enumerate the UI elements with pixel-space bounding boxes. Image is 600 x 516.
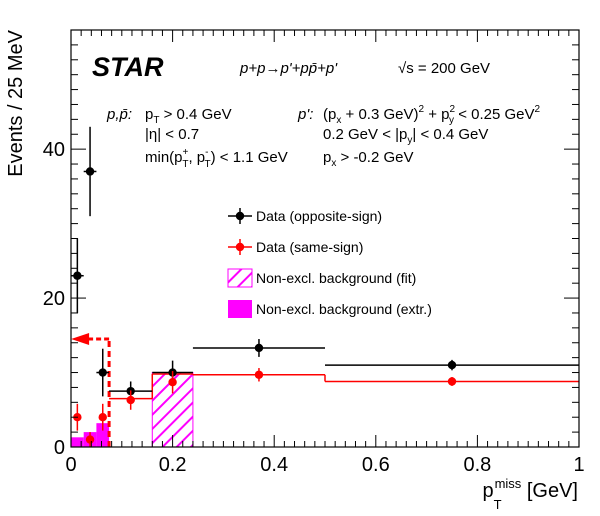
y-axis-title: Events / 25 MeV (5, 29, 27, 176)
legend-label: Data (same-sign) (256, 239, 363, 255)
cuts-right-label: p': (297, 106, 313, 123)
x-tick-label: 0.4 (260, 454, 288, 476)
legend-label: Data (opposite-sign) (256, 208, 382, 224)
data-point (168, 378, 177, 387)
x-tick-label: 0 (65, 454, 76, 476)
y-tick-label: 40 (43, 139, 65, 161)
data-point (98, 368, 107, 377)
x-tick-label: 0.8 (463, 454, 491, 476)
legend: Data (opposite-sign) Data (same-sign) Non-… (227, 208, 432, 318)
cut-left-3: min(p+ T, p-T) < 1.1 GeV (145, 147, 288, 170)
energy-label: √s = 200 GeV (398, 60, 490, 77)
legend-marker-dot (235, 242, 245, 252)
data-point (447, 377, 457, 386)
legend-label: Non-excl. background (fit) (256, 270, 416, 286)
histogram-layer (71, 333, 579, 448)
cut-right-2: 0.2 GeV < |py| < 0.4 GeV (323, 126, 488, 146)
legend-marker-dot (235, 211, 245, 221)
legend-filled-swatch (228, 300, 252, 318)
ticks-layer: 0 0.2 0.4 0.6 0.8 1 0 20 40 (43, 30, 585, 476)
x-axis-title: pTmiss [GeV] (483, 476, 579, 512)
x-tick-label: 1 (573, 454, 584, 476)
data-point (254, 370, 264, 379)
data-point (126, 395, 135, 405)
cut-right-3: px > -0.2 GeV (323, 149, 413, 169)
cuts-left-label: p,p̄: (106, 106, 132, 123)
cut-left-2: |η| < 0.7 (145, 126, 199, 143)
data-point (98, 413, 107, 422)
data-point (73, 271, 82, 280)
data-layer (71, 126, 579, 447)
x-tick-label: 0.2 (159, 454, 187, 476)
x-tick-label: 0.6 (362, 454, 390, 476)
cut-arrow-head (71, 333, 90, 346)
legend-label: Non-excl. background (extr.) (256, 301, 432, 317)
data-point (85, 167, 95, 176)
legend-hatched-swatch (227, 268, 253, 288)
process-label: p+p→p'+pp̄+p' (239, 60, 338, 77)
background-extr-bar (96, 423, 110, 447)
cut-right-1: (px + 0.3 GeV)2 + p2 y < 0.25 GeV2 (323, 104, 541, 126)
background-extr-bar (71, 437, 84, 447)
star-logo: STAR (92, 52, 164, 82)
data-point (254, 343, 264, 353)
y-tick-label: 0 (54, 437, 65, 459)
y-tick-label: 20 (43, 288, 65, 310)
cut-left-1: pT > 0.4 GeV (145, 106, 232, 126)
data-point (447, 360, 457, 370)
data-point (85, 435, 95, 444)
